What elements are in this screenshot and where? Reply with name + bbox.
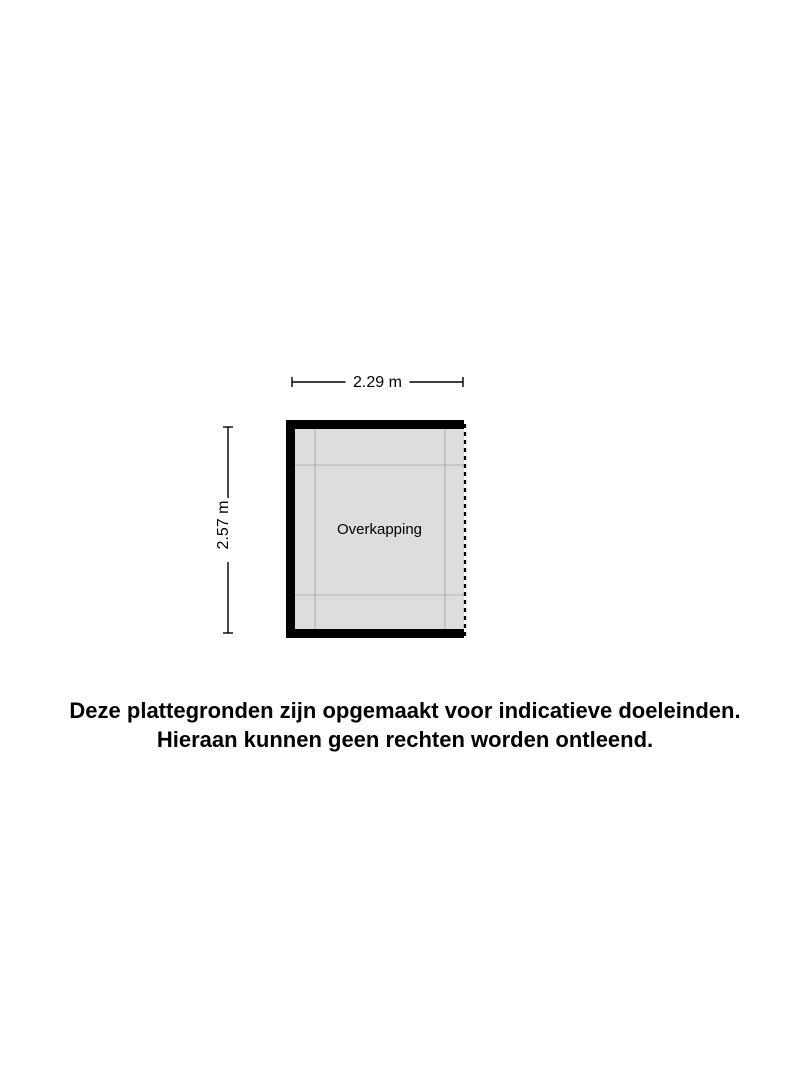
caption-line-2: Hieraan kunnen geen rechten worden ontle… <box>0 726 810 755</box>
disclaimer-caption: Deze plattegronden zijn opgemaakt voor i… <box>0 697 810 754</box>
svg-text:2.57 m: 2.57 m <box>215 501 232 550</box>
floorplan-svg: 2.29 m 2.57 m Overkapping <box>0 0 810 1080</box>
floorplan-stage: 2.29 m 2.57 m Overkapping <box>0 0 810 1080</box>
svg-text:Overkapping: Overkapping <box>337 521 422 538</box>
caption-line-1: Deze plattegronden zijn opgemaakt voor i… <box>0 697 810 726</box>
svg-text:2.29 m: 2.29 m <box>353 374 402 391</box>
